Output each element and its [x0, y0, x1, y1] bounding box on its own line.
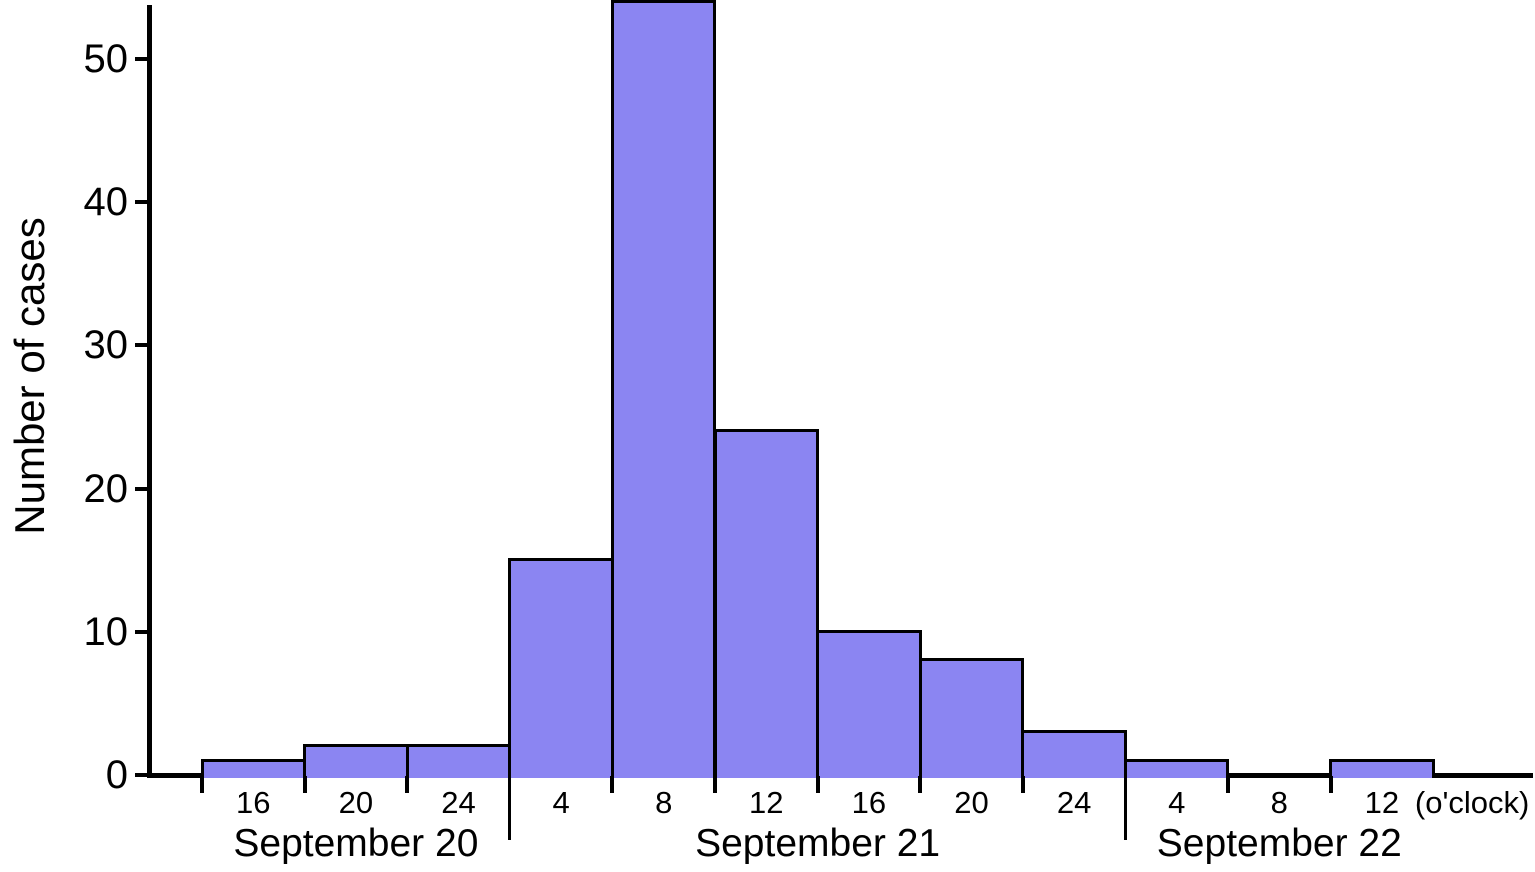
day-label: September 21 — [695, 822, 941, 865]
hour-label: 4 — [552, 785, 570, 820]
hour-label: 24 — [1056, 785, 1092, 820]
x-tick — [713, 776, 717, 793]
x-axis-unit-label: (o'clock) — [1414, 785, 1530, 820]
y-tick — [135, 629, 148, 634]
day-divider-tick — [1123, 776, 1127, 840]
x-tick — [1020, 776, 1025, 793]
y-tick — [135, 57, 148, 61]
bar — [713, 429, 820, 778]
bar — [1123, 759, 1230, 778]
day-divider-tick — [508, 776, 512, 840]
bar — [1329, 759, 1435, 778]
day-label: September 20 — [233, 822, 479, 865]
y-tick — [135, 343, 148, 348]
x-tick — [918, 776, 923, 793]
hour-label: 24 — [441, 785, 476, 820]
bar — [816, 630, 922, 778]
y-axis-line — [147, 5, 152, 778]
x-tick — [1328, 776, 1333, 793]
bar — [508, 558, 614, 778]
hour-label: 20 — [338, 785, 374, 820]
y-tick-label: 40 — [83, 180, 129, 225]
hour-label: 20 — [954, 785, 989, 820]
x-tick — [302, 776, 307, 793]
hour-label: 16 — [236, 785, 271, 820]
bar — [1021, 730, 1127, 778]
bar — [303, 744, 409, 778]
day-label: September 22 — [1156, 822, 1402, 865]
bar — [610, 0, 717, 778]
y-tick-label: 20 — [83, 466, 129, 511]
x-tick — [200, 776, 204, 793]
y-tick — [135, 773, 148, 777]
y-tick-label: 10 — [83, 609, 129, 654]
y-tick-label: 30 — [83, 323, 129, 368]
y-tick — [135, 486, 148, 491]
hour-label: 16 — [851, 785, 887, 820]
x-tick — [610, 776, 615, 793]
bar — [200, 759, 307, 778]
hour-label: 4 — [1168, 785, 1186, 820]
y-tick-label: 0 — [105, 753, 128, 797]
hour-label: 8 — [655, 785, 673, 820]
y-tick — [135, 200, 148, 205]
x-tick — [405, 776, 410, 793]
hour-label: 8 — [1270, 785, 1288, 820]
bar — [918, 658, 1025, 778]
hour-label: 12 — [749, 785, 784, 820]
bar — [405, 744, 512, 778]
hour-label: 12 — [1364, 785, 1400, 820]
y-tick-label: 50 — [83, 37, 129, 81]
x-tick — [1226, 776, 1230, 793]
x-tick — [815, 776, 820, 793]
